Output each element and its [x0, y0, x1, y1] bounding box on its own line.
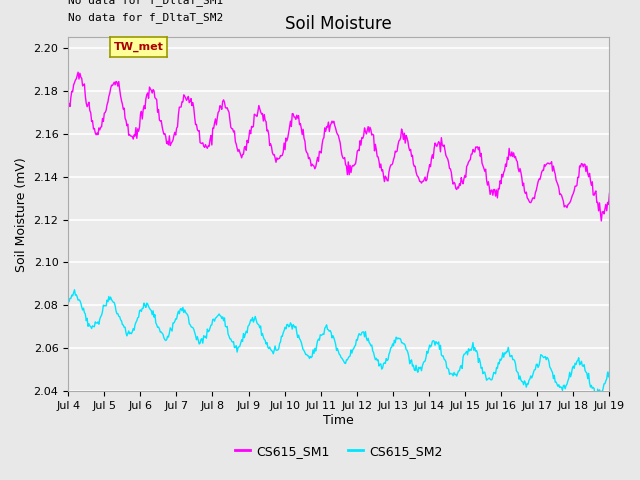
Text: TW_met: TW_met	[114, 42, 163, 52]
Text: No data for f_DltaT_SM2: No data for f_DltaT_SM2	[68, 12, 223, 23]
Text: No data for f_DltaT_SM1: No data for f_DltaT_SM1	[68, 0, 223, 6]
Title: Soil Moisture: Soil Moisture	[285, 15, 392, 33]
Y-axis label: Soil Moisture (mV): Soil Moisture (mV)	[15, 157, 28, 272]
Legend: CS615_SM1, CS615_SM2: CS615_SM1, CS615_SM2	[230, 440, 448, 463]
X-axis label: Time: Time	[323, 414, 354, 427]
